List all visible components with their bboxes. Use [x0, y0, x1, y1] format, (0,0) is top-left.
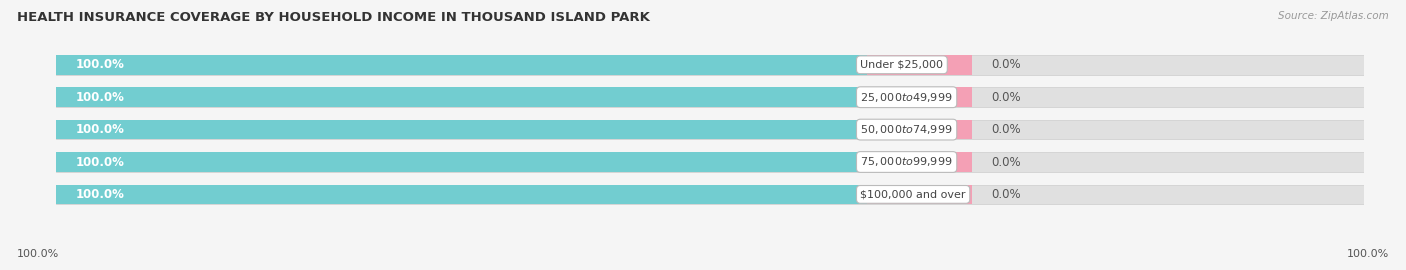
Bar	[56, 152, 868, 172]
Bar	[868, 55, 972, 75]
Text: $100,000 and over: $100,000 and over	[860, 189, 966, 200]
Bar	[56, 185, 868, 204]
Bar	[56, 55, 1364, 75]
Bar	[868, 120, 972, 139]
Text: 0.0%: 0.0%	[991, 123, 1021, 136]
Bar	[868, 87, 972, 107]
Bar	[56, 87, 868, 107]
Text: HEALTH INSURANCE COVERAGE BY HOUSEHOLD INCOME IN THOUSAND ISLAND PARK: HEALTH INSURANCE COVERAGE BY HOUSEHOLD I…	[17, 11, 650, 24]
Bar	[56, 152, 1364, 172]
Text: 100.0%: 100.0%	[76, 58, 125, 71]
Bar	[56, 185, 1364, 204]
Text: 100.0%: 100.0%	[76, 156, 125, 168]
Bar	[56, 87, 1364, 107]
Text: 0.0%: 0.0%	[991, 188, 1021, 201]
Text: 0.0%: 0.0%	[991, 91, 1021, 104]
Text: 100.0%: 100.0%	[76, 188, 125, 201]
Text: $25,000 to $49,999: $25,000 to $49,999	[860, 91, 953, 104]
Bar	[868, 152, 972, 172]
Text: $50,000 to $74,999: $50,000 to $74,999	[860, 123, 953, 136]
Bar	[56, 120, 1364, 139]
Text: Under $25,000: Under $25,000	[860, 60, 943, 70]
Text: 100.0%: 100.0%	[76, 123, 125, 136]
Text: 100.0%: 100.0%	[76, 91, 125, 104]
Text: 0.0%: 0.0%	[991, 58, 1021, 71]
Text: 100.0%: 100.0%	[1347, 249, 1389, 259]
Bar	[56, 55, 868, 75]
Text: $75,000 to $99,999: $75,000 to $99,999	[860, 156, 953, 168]
Bar	[56, 120, 868, 139]
Text: 0.0%: 0.0%	[991, 156, 1021, 168]
Bar	[868, 185, 972, 204]
Text: Source: ZipAtlas.com: Source: ZipAtlas.com	[1278, 11, 1389, 21]
Text: 100.0%: 100.0%	[17, 249, 59, 259]
